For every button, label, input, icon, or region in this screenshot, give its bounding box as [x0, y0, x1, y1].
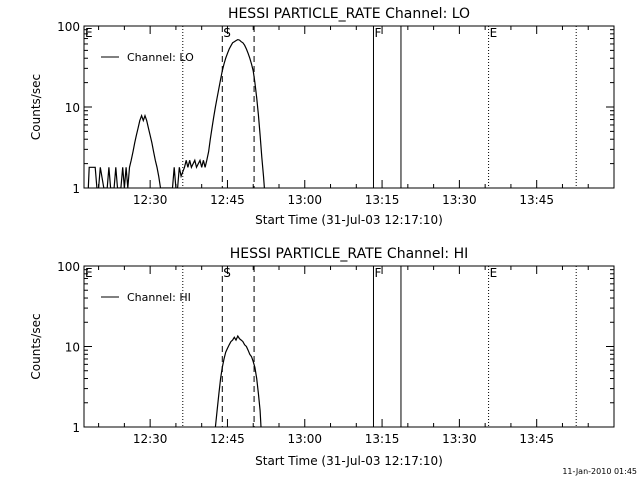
x-tick-label: 12:45 [210, 193, 245, 207]
series-line [87, 38, 265, 188]
marker-label: E [490, 266, 498, 280]
marker-label: E [85, 26, 93, 40]
x-tick-label: 13:00 [287, 432, 322, 446]
x-tick-label: 13:00 [287, 193, 322, 207]
x-tick-label: 12:30 [133, 193, 168, 207]
x-axis-label: Start Time (31-Jul-03 12:17:10) [255, 213, 443, 227]
x-tick-label: 13:45 [519, 193, 554, 207]
x-tick-label: 13:30 [442, 432, 477, 446]
marker-label: F [374, 266, 381, 280]
x-axis-label: Start Time (31-Jul-03 12:17:10) [255, 454, 443, 468]
y-tick-label: 10 [65, 341, 80, 355]
y-tick-label: 1 [72, 182, 80, 196]
legend-label: Channel: HI [127, 291, 191, 304]
y-tick-label: 1 [72, 421, 80, 435]
panel-1: HESSI PARTICLE_RATE Channel: LO Start Tim… [29, 6, 615, 227]
marker-label: E [490, 26, 498, 40]
marker-label: S [223, 26, 231, 40]
legend-label: Channel: LO [127, 51, 194, 64]
y-tick-label: 100 [57, 20, 80, 34]
x-tick-label: 13:45 [519, 432, 554, 446]
x-tick-label: 13:15 [365, 432, 400, 446]
x-tick-label: 12:45 [210, 432, 245, 446]
y-tick-label: 10 [65, 101, 80, 115]
y-axis-label: Counts/sec [29, 313, 43, 379]
x-tick-label: 12:30 [133, 432, 168, 446]
marker-label: F [374, 26, 381, 40]
x-tick-label: 13:30 [442, 193, 477, 207]
chart-title: HESSI PARTICLE_RATE Channel: HI [230, 246, 468, 262]
marker-label: E [85, 266, 93, 280]
y-tick-label: 100 [57, 260, 80, 274]
x-tick-label: 13:15 [365, 193, 400, 207]
y-axis-label: Counts/sec [29, 74, 43, 140]
marker-label: S [223, 266, 231, 280]
series-line [214, 334, 262, 427]
panel-2: HESSI PARTICLE_RATE Channel: HI Start Tim… [29, 246, 615, 468]
chart-title: HESSI PARTICLE_RATE Channel: LO [228, 6, 470, 22]
footer-timestamp: 11-Jan-2010 01:45 [562, 467, 637, 476]
